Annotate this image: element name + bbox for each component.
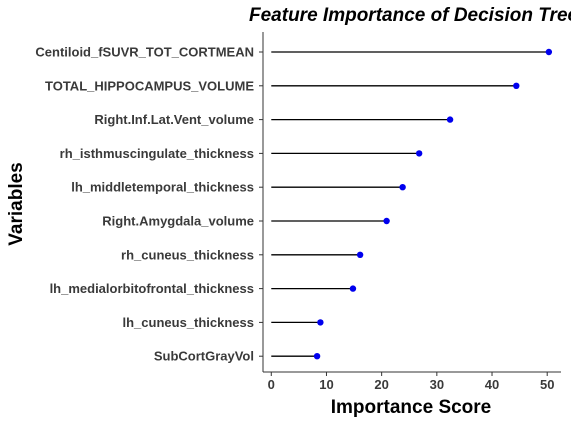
category-label: TOTAL_HIPPOCAMPUS_VOLUME (45, 78, 254, 93)
category-label: lh_middletemporal_thickness (71, 180, 254, 195)
category-label: lh_cuneus_thickness (123, 315, 255, 330)
lollipop-point (383, 217, 390, 225)
lollipop-point (313, 353, 321, 360)
lollipop-point (356, 251, 364, 258)
x-tick-label: 20 (374, 377, 388, 392)
x-tick-label: 50 (540, 377, 554, 392)
lollipop-point (317, 319, 324, 326)
lollipop-point (446, 116, 454, 123)
plot-area: 0 10 20 30 40 50 Centiloid_fSUVR_TOT_CORTMEAN T… (35, 32, 561, 392)
category-label: SubCortGrayVol (154, 349, 254, 364)
lollipop-point (415, 150, 423, 157)
x-axis-title: Importance Score (331, 397, 492, 418)
category-label: Centiloid_fSUVR_TOT_CORTMEAN (35, 45, 254, 60)
category-label: Right.Amygdala_volume (102, 214, 254, 229)
x-tick-label: 40 (485, 377, 499, 392)
x-tick-label: 30 (430, 377, 444, 392)
lollipop-point (399, 184, 406, 191)
category-label: rh_isthmuscingulate_thickness (60, 146, 254, 161)
category-label: Right.Inf.Lat.Vent_volume (94, 112, 254, 127)
lollipop-point (349, 285, 357, 292)
y-axis-title: Variables (6, 162, 27, 245)
chart-title: Feature Importance of Decision Tree (249, 5, 571, 26)
x-tick-label: 10 (319, 377, 333, 392)
lollipop-point (545, 48, 553, 56)
lollipop-point (513, 82, 520, 90)
category-label: lh_medialorbitofrontal_thickness (50, 281, 254, 296)
category-label: rh_cuneus_thickness (121, 247, 254, 262)
x-tick-label: 0 (268, 377, 275, 392)
